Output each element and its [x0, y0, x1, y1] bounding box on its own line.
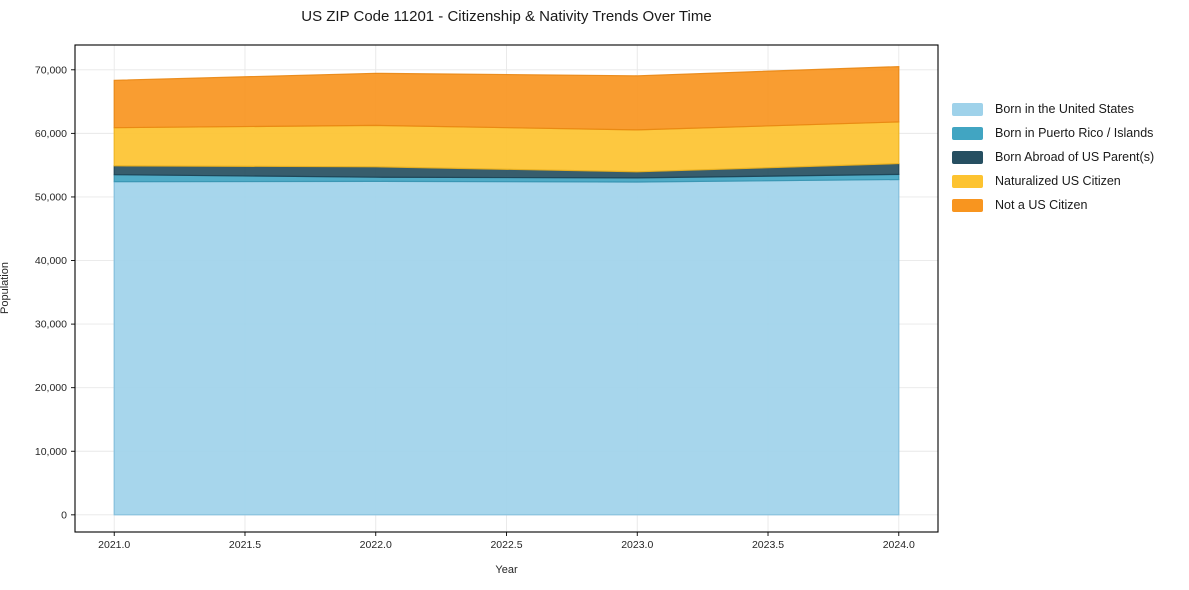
y-tick-label: 20,000	[35, 382, 67, 394]
legend-swatch-naturalized	[952, 174, 983, 188]
y-tick-label: 50,000	[35, 191, 67, 203]
x-tick-label: 2023.5	[752, 539, 784, 551]
legend-label: Naturalized US Citizen	[995, 174, 1121, 188]
area-naturalized-us-citizen	[113, 121, 900, 173]
x-axis-label: Year	[495, 564, 518, 576]
x-tick-label: 2021.5	[229, 539, 261, 551]
y-tick-label: 40,000	[35, 255, 67, 267]
legend-swatch-born-puerto-rico	[952, 126, 983, 140]
y-tick-label: 10,000	[35, 446, 67, 458]
x-tick-label: 2024.0	[883, 539, 915, 551]
legend-item-born-in-us: Born in the United States	[952, 102, 1154, 116]
x-tick-label: 2022.0	[360, 539, 392, 551]
x-tick-label: 2021.0	[98, 539, 130, 551]
legend-item-not-citizen: Not a US Citizen	[952, 198, 1154, 212]
chart-title: US ZIP Code 11201 - Citizenship & Nativi…	[301, 8, 712, 25]
legend-label: Born in the United States	[995, 102, 1134, 116]
tick-labels: 2021.0 2021.5 2022.0 2022.5 2023.0 2023.5 2024…	[35, 64, 915, 551]
x-tick-label: 2023.0	[621, 539, 653, 551]
legend-item-born-puerto-rico: Born in Puerto Rico / Islands	[952, 126, 1154, 140]
y-tick-label: 30,000	[35, 319, 67, 331]
area-born-in-the-united-states	[113, 178, 900, 516]
y-axis-label: Population	[0, 262, 11, 314]
y-tick-label: 70,000	[35, 64, 67, 76]
y-tick-label: 0	[61, 509, 67, 521]
legend-swatch-born-abroad	[952, 150, 983, 164]
legend-item-born-abroad: Born Abroad of US Parent(s)	[952, 150, 1154, 164]
y-tick-label: 60,000	[35, 128, 67, 140]
legend: Born in the United States Born in Puerto…	[952, 102, 1154, 212]
stacked-areas	[113, 65, 900, 516]
legend-swatch-born-in-us	[952, 102, 983, 116]
tick-marks	[71, 69, 900, 536]
legend-swatch-not-citizen	[952, 198, 983, 212]
legend-item-naturalized: Naturalized US Citizen	[952, 174, 1154, 188]
legend-label: Not a US Citizen	[995, 198, 1088, 212]
area-not-a-us-citizen	[113, 65, 900, 131]
legend-label: Born in Puerto Rico / Islands	[995, 126, 1154, 140]
legend-label: Born Abroad of US Parent(s)	[995, 150, 1155, 164]
x-tick-label: 2022.5	[490, 539, 522, 551]
